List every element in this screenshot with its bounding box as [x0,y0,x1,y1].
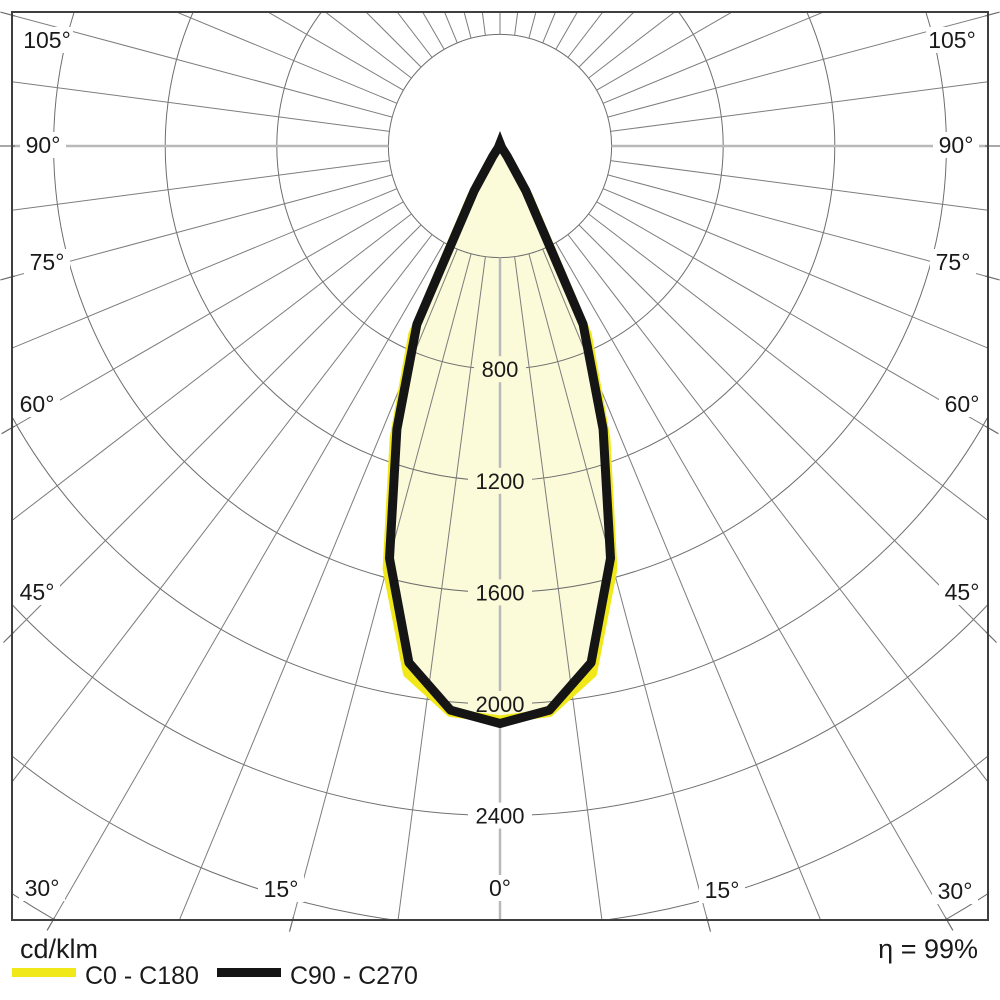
angle-label: 75° [30,249,65,275]
angle-label: 15° [264,876,299,902]
angle-label-bg [14,579,60,605]
grid-spoke [542,248,822,920]
angle-label: 45° [945,579,980,605]
angle-label-bg [483,875,517,901]
angle-label-bg [21,27,73,53]
ring-label-bg [468,802,532,829]
nadir-arrow-icon [489,131,511,159]
grid-spoke [514,256,603,920]
grid-spoke [555,242,948,920]
plot-border [11,11,989,921]
angle-label: 75° [936,249,971,275]
ring-label-bg [468,467,532,494]
angle-label-bg [932,878,978,904]
grid-spoke [602,12,825,104]
grid-spoke [602,188,988,349]
angle-label-bg [930,249,976,275]
grid-spoke [178,248,458,920]
angle-label: 30° [25,875,60,901]
grid-spoke [588,213,988,522]
ring-value-label: 1200 [476,469,525,494]
plot-overlay: 105° 90° 75° 60° 45° 30° 15° 0° 15° 30° 45° 60° 75° 9… [0,11,1000,932]
grid-spoke [175,12,398,104]
angle-label: 0° [489,875,511,901]
angle-label-bg [939,579,985,605]
grid-spoke [567,234,988,783]
grid-spoke [610,81,988,132]
efficiency-label: η = 99% [878,934,978,964]
angle-label: 90° [26,132,61,158]
grid-spoke [514,12,519,36]
grid-spoke [607,174,988,278]
grid-spoke [463,12,472,39]
grid-spoke [610,160,988,211]
ring-value-label: 2000 [476,692,525,717]
ring-label-bg [474,356,526,383]
ring-value-label: 2400 [476,804,525,829]
ring-value-label: 1600 [476,580,525,605]
grid-spoke [292,253,472,920]
grid-spoke [528,12,537,39]
grid-spoke [12,174,393,278]
angle-label: 105° [23,27,71,53]
grid-spoke [596,201,988,429]
grid-spoke [12,188,398,349]
angle-label-bg [926,27,978,53]
legend-swatch-c0-c180 [12,968,76,977]
angle-label: 45° [20,579,55,605]
angle-label-bg [20,132,66,158]
angle-label: 60° [20,391,55,417]
legend-label-c0-c180: C0 - C180 [85,962,199,990]
angle-label-bg [933,132,979,158]
grid-spoke [578,224,988,635]
legend-label-c90-c270: C90 - C270 [290,962,418,990]
units-label: cd/klm [20,934,98,964]
angle-label: 90° [939,132,974,158]
grid-spoke [397,256,486,920]
angle-label: 15° [705,877,740,903]
grid-spoke [607,14,988,118]
legend-swatch-c90-c270 [217,968,281,977]
grid-spoke [52,242,445,920]
angle-label-bg [19,875,65,901]
angle-label: 30° [938,878,973,904]
grid-spoke [481,12,486,36]
grid-spoke [12,160,390,211]
angle-label: 105° [928,27,976,53]
angle-label: 60° [945,391,980,417]
grid-spoke [12,81,390,132]
curve-c90-c270 [385,141,615,728]
grid-spoke [528,253,708,920]
angle-label-bg [14,391,60,417]
angle-label-bg [258,876,304,902]
grid-spoke [12,201,404,429]
angle-label-bg [939,391,985,417]
grid-spoke [12,14,393,118]
angle-label-bg [24,249,70,275]
ring-value-label: 800 [482,357,519,382]
angle-label-bg [699,877,745,903]
grid-spoke [12,224,422,635]
ring-label-bg [468,579,532,606]
grid-spoke [12,234,433,783]
grid-spoke [12,213,412,522]
